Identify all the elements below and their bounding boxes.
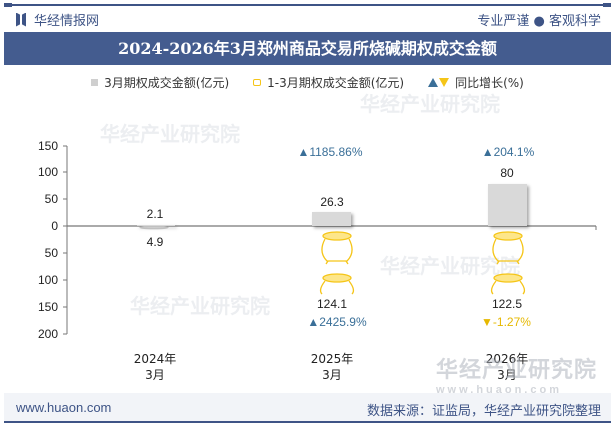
brand: 华经情报网 [16,10,99,29]
y-tick: 0 [51,219,58,233]
y-tick: 50 [44,192,58,206]
bottom-rule [4,421,611,423]
legend-item-march[interactable]: 3月期权成交金额(亿元) [91,74,229,91]
footer [4,393,611,421]
bar-2024[interactable] [137,225,175,226]
watermark-logo: 华经产业研究院 www.huaon.com [436,358,598,396]
chart-title: 2024-2026年3月郑州商品交易所烧碱期权成交金额 [4,32,611,65]
y-tick: 200 [37,327,58,341]
x-category: 2024年 3月 [133,352,177,382]
top-rule [4,3,611,7]
value-label: 124.1 [316,297,348,311]
legend-item-ytd[interactable]: 1-3月期权成交金额(亿元) [253,74,404,91]
value-label: 4.9 [146,235,164,249]
value-label: 2.1 [146,207,164,221]
value-label: 80 [500,166,514,180]
y-tick: 50 [44,246,58,260]
y-tick: 150 [37,300,58,314]
data-source: 数据来源：证监局，华经产业研究院整理 [366,404,601,419]
bar-2026[interactable] [488,184,527,226]
gold-pot-stack-2025 [319,231,355,295]
bar-2025[interactable] [312,212,351,226]
gray-square-icon [91,79,99,86]
x-category: 2025年 3月 [310,352,354,382]
yoy-label-up: ▲1185.86% [297,145,363,159]
value-label: 26.3 [320,195,344,209]
up-down-triangle-icon [428,78,450,87]
legend-item-yoy[interactable]: 同比增长(%) [428,74,524,91]
gold-pot-stack-2026 [490,231,526,295]
gold-pot-icon [253,79,262,86]
brand-name: 华经情报网 [34,14,100,29]
website-link[interactable]: www.huaon.com [16,400,112,415]
slogan: 专业严谨 ● 客观科学 [477,14,601,29]
legend-label: 同比增长(%) [455,76,524,90]
legend-label: 3月期权成交金额(亿元) [104,76,230,90]
legend: 3月期权成交金额(亿元) 1-3月期权成交金额(亿元) 同比增长(%) [0,74,615,91]
value-label: 122.5 [491,297,523,311]
y-tick: 100 [37,165,58,179]
yoy-label-up: ▲204.1% [481,145,535,159]
y-tick: 150 [37,139,58,153]
x-category: 2026年 3月 [485,352,529,382]
y-tick: 100 [37,273,58,287]
yoy-label-down: ▼-1.27% [481,315,531,329]
legend-label: 1-3月期权成交金额(亿元) [267,76,405,90]
yoy-label-up: ▲2425.9% [307,315,367,329]
gold-pot-icon [139,225,169,230]
